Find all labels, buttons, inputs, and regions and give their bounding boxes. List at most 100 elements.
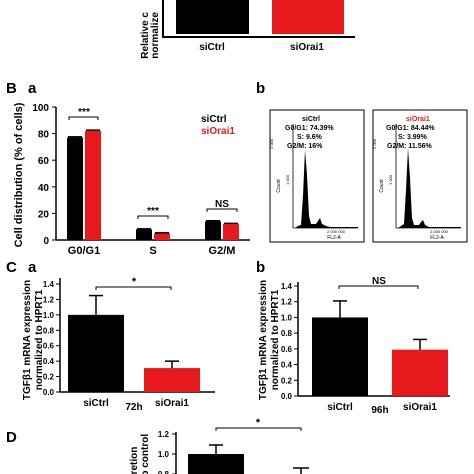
top-bar-sictrl <box>176 0 249 34</box>
panel-b-sub-b: b <box>256 80 265 97</box>
flow-ytick-top-sictrl: 2 000 <box>269 138 274 149</box>
panel-d-tick-label: 1.2 <box>158 430 170 439</box>
panel-ca-bar-0 <box>68 314 124 392</box>
panel-cb-tick-label: 0.4 <box>281 361 293 370</box>
panel-ca-tick-label: 0.4 <box>43 357 55 366</box>
panel-cb-tick-label: 0.0 <box>281 392 293 401</box>
panel-cb-ylabel-1: TGFβ1 mRNA expression <box>258 280 269 400</box>
panel-ca-time: 72h <box>125 402 142 413</box>
panel-b-tick-label: 20 <box>38 209 50 220</box>
panel-b-sig-s: *** <box>147 206 159 217</box>
panel-b-cat-g0g1: G0/G1 <box>68 245 100 257</box>
panel-b-sig-g2: NS <box>215 199 229 210</box>
panel-d-ylabel-1: cretion <box>129 447 140 474</box>
panel-b-sig-g0: *** <box>78 107 90 118</box>
panel-ca-tick-label: 0.8 <box>43 326 55 335</box>
panel-b-bars <box>67 129 239 240</box>
panel-cb-ylabel-2: normalized to HPRT1 <box>270 289 281 390</box>
panel-b-y-ticks: 0 20 40 60 80 100 <box>32 103 56 247</box>
flow-ytick-mid-siorai1: 1 000 <box>388 174 393 185</box>
flow-s-siorai1: S: 3.99% <box>398 134 428 141</box>
panel-cb-bar-1 <box>392 349 448 396</box>
panel-b-bar-siCtrl-2 <box>205 221 221 240</box>
panel-d-y-ticks: 1.2 1.0 0.8 <box>158 430 176 474</box>
panel-d: D cretion to control 1.2 1.0 0.8 * <box>6 417 309 474</box>
panel-cb-tick-label: 0.2 <box>281 376 293 385</box>
panel-c: C a b TGFβ1 mRNA expression normalized t… <box>6 259 450 416</box>
panel-b-bracket-s <box>137 215 169 219</box>
top-cat-sictrl: siCtrl <box>199 42 225 53</box>
panel-c-sub-a: a <box>28 259 37 276</box>
panel-b-legend-sictrl: siCtrl <box>201 114 227 125</box>
flow-xtick-siorai1: 2 000 000 <box>430 229 449 234</box>
panel-d-tick-label: 0.8 <box>158 470 170 474</box>
panel-cb-bracket <box>338 285 419 289</box>
panel-ca-tick-label: 1.4 <box>43 280 55 289</box>
panel-b-sub-a: a <box>28 80 37 97</box>
panel-ca-ylabel-2: normalized to HPRT1 <box>34 289 45 390</box>
top-bar-siorai1 <box>272 0 344 34</box>
panel-ca-cat-siorai1: siOrai1 <box>155 398 189 409</box>
flow-plot-sictrl: siCtrl G0/G1: 74.39% S: 9.6% G2/M: 16% 2… <box>269 109 365 243</box>
panel-cb-bar-0 <box>312 317 368 396</box>
panel-b-legend-siorai1: siOrai1 <box>201 126 235 137</box>
panel-cb-tick-label: 0.6 <box>281 345 293 354</box>
panel-ca-tick-label: 0.6 <box>43 342 55 351</box>
flow-g0-siorai1: G0/G1: 84.44% <box>386 125 435 132</box>
panel-b-tick-label: 60 <box>38 156 50 167</box>
panel-ca-tick-label: 1.0 <box>43 311 55 320</box>
panel-d-bars <box>188 444 309 474</box>
flow-plot-siorai1: siOrai1 G0/G1: 84.44% S: 3.99% G2/M: 11.… <box>372 109 468 243</box>
panel-d-ylabel-2: to control <box>140 434 151 474</box>
panel-ca-y-ticks: 0.0 0.2 0.4 0.6 0.8 1.0 1.2 1.4 <box>43 280 60 397</box>
panel-cb-y-ticks: 0.0 0.2 0.4 0.6 0.8 1.0 1.2 1.4 <box>281 282 298 401</box>
top-panel: Relative c normalize siCtrl siOrai1 <box>140 0 355 59</box>
panel-cb-tick-label: 1.4 <box>281 282 293 291</box>
panel-cb-bars <box>312 300 448 396</box>
panel-b-bar-siCtrl-1 <box>136 229 152 240</box>
flow-ylabel-sictrl: Count <box>276 179 282 193</box>
panel-b-cat-g2m: G2/M <box>209 245 236 257</box>
flow-frame-sictrl <box>269 109 365 243</box>
flow-g2-sictrl: G2/M: 16% <box>287 143 323 150</box>
panel-c-sub-b: b <box>256 259 265 276</box>
panel-d-bracket <box>215 427 302 431</box>
panel-b-ylabel: Cell distribution (% of cells) <box>13 102 25 247</box>
panel-ca-ylabel-1: TGFβ1 mRNA expression <box>22 280 33 400</box>
panel-b: B a b Cell distribution (% of cells) 0 2… <box>6 80 468 257</box>
panel-ca-cat-sictrl: siCtrl <box>83 398 109 409</box>
flow-ytick-top-siorai1: 2 000 <box>372 138 377 149</box>
panel-cb-time: 96h <box>371 405 388 416</box>
flow-g2-siorai1: G2/M: 11.56% <box>387 143 433 150</box>
top-ylabel-2: normalize <box>150 12 161 59</box>
flow-xtick-sictrl: 2 000 000 <box>327 229 346 234</box>
panel-ca-tick-label: 0.2 <box>43 373 55 382</box>
panel-cb-tick-label: 1.0 <box>281 313 293 322</box>
panel-b-tick-label: 100 <box>32 103 49 114</box>
flow-title-sictrl: siCtrl <box>302 116 320 123</box>
flow-s-sictrl: S: 9.6% <box>297 134 323 141</box>
flow-histogram-siorai1 <box>398 148 461 228</box>
panel-b-tick-label: 0 <box>43 236 49 247</box>
panel-b-cat-s: S <box>149 245 156 257</box>
panel-b-bracket-g2 <box>206 208 238 212</box>
panel-d-letter: D <box>6 429 17 446</box>
panel-cb-tick-label: 1.2 <box>281 298 293 307</box>
panel-cb-tick-label: 0.8 <box>281 329 293 338</box>
flow-xlabel-siorai1: FL2-A <box>430 235 444 241</box>
panel-ca-bar-1 <box>144 368 200 392</box>
flow-xlabel-sictrl: FL2-A <box>327 235 341 241</box>
panel-b-tick-label: 80 <box>38 130 50 141</box>
panel-c-letter: C <box>6 259 17 276</box>
top-cat-siorai1: siOrai1 <box>290 42 324 53</box>
flow-frame-siorai1 <box>372 109 468 243</box>
flow-histogram-sictrl <box>295 150 358 228</box>
panel-b-bar-siOrai1-0 <box>85 130 101 240</box>
top-ylabel-1: Relative c <box>140 12 151 59</box>
panel-cb-cat-sictrl: siCtrl <box>327 402 353 413</box>
flow-title-siorai1: siOrai1 <box>406 116 430 123</box>
panel-ca-sig: * <box>132 276 137 288</box>
panel-b-bar-siOrai1-2 <box>223 224 239 240</box>
panel-ca-bracket <box>95 286 172 290</box>
